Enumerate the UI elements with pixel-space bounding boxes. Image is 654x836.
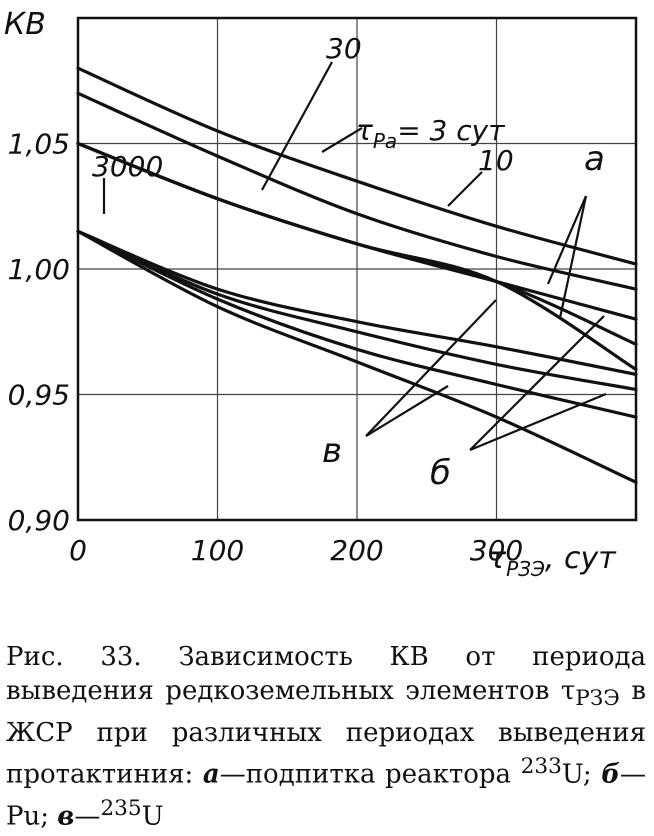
leader-a-2 <box>558 195 588 319</box>
annotation-b: б <box>430 453 451 493</box>
annotation-tau-pa-symbol: τ <box>356 114 373 147</box>
caption-text-2: в ЖСР при различных периодах выведения п… <box>6 676 647 790</box>
y-tick-label: 1,00 <box>8 253 70 286</box>
caption-text-6: — <box>74 801 101 832</box>
y-tick-label: 1,05 <box>8 128 70 161</box>
x-axis-label-tau: τ <box>488 541 507 576</box>
annotation-3000: 3000 <box>92 150 163 183</box>
y-axis-label: КВ <box>4 7 46 42</box>
caption-sup-2: 235 <box>100 795 142 821</box>
x-axis-label-unit: , сут <box>545 541 617 576</box>
x-tick-label: 0 <box>69 534 87 567</box>
series-line-2 <box>76 91 638 291</box>
series-line-8 <box>76 229 638 419</box>
caption-sub-1: РЗЭ <box>575 686 620 712</box>
figure-caption: Рис. 33. Зависимость КВ от периода вывед… <box>6 640 646 834</box>
caption-text-5: —Pu; <box>6 759 647 832</box>
leader-10 <box>447 171 483 207</box>
plot-frame <box>76 16 638 522</box>
leader-30 <box>261 61 333 191</box>
caption-text-7: U <box>141 801 164 832</box>
series-line-7 <box>76 229 638 392</box>
annotation-v: в <box>322 431 342 471</box>
leader-b-2 <box>469 392 607 452</box>
x-tick-label: 300 <box>470 534 523 567</box>
tick-labels: 0 100 200 300 0,90 0,95 1,00 1,05 <box>8 128 524 568</box>
chart: 0 100 200 3000,900,951,001,05 КВ τРЗЭ, сут … <box>4 7 638 581</box>
caption-b: б <box>601 759 621 790</box>
annotation-tau-pa-sub: Pa <box>373 129 397 153</box>
caption-text-3: —подпитка реактора <box>219 759 521 790</box>
leader-v-1 <box>365 299 497 437</box>
series-line-1 <box>76 66 638 266</box>
y-tick-label: 0,90 <box>8 504 70 537</box>
leader-v-2 <box>365 385 449 437</box>
y-tick-label: 0,95 <box>8 379 70 412</box>
leader-a-1 <box>546 195 588 285</box>
series-line-6 <box>76 229 638 376</box>
grid <box>78 18 636 520</box>
annotation-10: 10 <box>478 144 514 177</box>
series-line-9 <box>76 229 638 484</box>
annotation-leaders <box>102 61 607 452</box>
series-lines <box>76 66 638 484</box>
caption-text-1: Рис. 33. Зависимость КВ от периода вывед… <box>6 642 646 706</box>
annotation-30: 30 <box>326 32 362 65</box>
leader-b-1 <box>469 315 605 451</box>
x-tick-label: 100 <box>191 534 244 567</box>
annotation-tau-pa: τPa= 3 сут <box>356 114 505 153</box>
x-axis-label-sub: РЗЭ <box>506 557 545 581</box>
x-axis-label: τРЗЭ, сут <box>488 541 617 581</box>
x-tick-label: 200 <box>330 534 383 567</box>
caption-text-4: U; <box>561 759 602 790</box>
annotation-a: а <box>584 139 605 179</box>
leader-tau-pa <box>321 127 363 153</box>
caption-a: а <box>202 759 220 790</box>
caption-sup-1: 233 <box>520 754 562 780</box>
annotation-tau-pa-value: = 3 сут <box>397 114 505 147</box>
caption-v: в <box>57 801 75 832</box>
series-line-5 <box>76 141 638 371</box>
